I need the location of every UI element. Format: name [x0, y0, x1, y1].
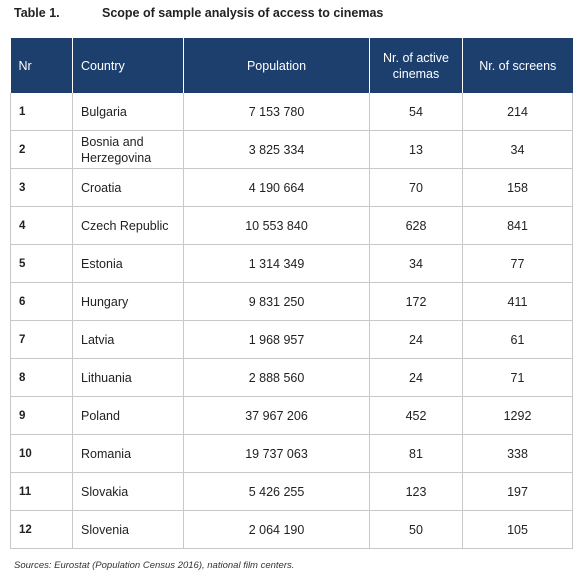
cell-population: 5 426 255	[183, 472, 370, 511]
cell-country: Estonia	[72, 244, 184, 283]
cell-cinemas: 628	[369, 206, 463, 245]
cell-population: 19 737 063	[183, 434, 370, 473]
cell-nr: 1	[10, 93, 73, 131]
cell-screens: 71	[462, 358, 573, 397]
table-row: 3 Croatia 4 190 664 70 158	[10, 168, 573, 207]
table-row: 12 Slovenia 2 064 190 50 105	[10, 510, 573, 549]
cell-population: 1 314 349	[183, 244, 370, 283]
cell-country: Croatia	[72, 168, 184, 207]
table-source-note: Sources: Eurostat (Population Census 201…	[14, 560, 295, 571]
cell-screens: 841	[462, 206, 573, 245]
table-row: 2 Bosnia and Herzegovina 3 825 334 13 34	[10, 130, 573, 169]
table-row: 6 Hungary 9 831 250 172 411	[10, 282, 573, 321]
cell-screens: 61	[462, 320, 573, 359]
cell-nr: 9	[10, 396, 73, 435]
cell-nr: 4	[10, 206, 73, 245]
cell-nr: 11	[10, 472, 73, 511]
cell-population: 2 888 560	[183, 358, 370, 397]
table-body: 1 Bulgaria 7 153 780 54 214 2 Bosnia and Herz…	[10, 93, 573, 549]
cell-country: Poland	[72, 396, 184, 435]
cell-country: Romania	[72, 434, 184, 473]
cell-country: Czech Republic	[72, 206, 184, 245]
cell-population: 1 968 957	[183, 320, 370, 359]
cell-nr: 3	[10, 168, 73, 207]
header-nr: Nr	[10, 38, 73, 93]
cell-cinemas: 54	[369, 93, 463, 131]
header-screens: Nr. of screens	[462, 38, 573, 93]
table-title: Scope of sample analysis of access to ci…	[102, 6, 384, 20]
cell-cinemas: 81	[369, 434, 463, 473]
cell-screens: 34	[462, 130, 573, 169]
cell-nr: 6	[10, 282, 73, 321]
cell-population: 3 825 334	[183, 130, 370, 169]
cell-nr: 5	[10, 244, 73, 283]
cell-nr: 10	[10, 434, 73, 473]
cell-country: Lithuania	[72, 358, 184, 397]
cell-cinemas: 123	[369, 472, 463, 511]
table-row: 1 Bulgaria 7 153 780 54 214	[10, 93, 573, 131]
cell-cinemas: 452	[369, 396, 463, 435]
cell-screens: 411	[462, 282, 573, 321]
cell-country: Bosnia and Herzegovina	[72, 130, 184, 169]
table-row: 9 Poland 37 967 206 452 1292	[10, 396, 573, 435]
table-row: 4 Czech Republic 10 553 840 628 841	[10, 206, 573, 245]
cell-country: Slovakia	[72, 472, 184, 511]
table-row: 10 Romania 19 737 063 81 338	[10, 434, 573, 473]
cell-screens: 158	[462, 168, 573, 207]
header-active-cinemas: Nr. of active cinemas	[369, 38, 463, 93]
cell-country: Latvia	[72, 320, 184, 359]
cell-population: 4 190 664	[183, 168, 370, 207]
cell-screens: 214	[462, 93, 573, 131]
header-row: Nr Country Population Nr. of active cine…	[10, 38, 573, 93]
cell-population: 2 064 190	[183, 510, 370, 549]
cell-cinemas: 24	[369, 320, 463, 359]
table-row: 8 Lithuania 2 888 560 24 71	[10, 358, 573, 397]
table-number: Table 1.	[14, 6, 60, 20]
cell-screens: 105	[462, 510, 573, 549]
cell-nr: 12	[10, 510, 73, 549]
cell-screens: 338	[462, 434, 573, 473]
cell-cinemas: 50	[369, 510, 463, 549]
cell-population: 10 553 840	[183, 206, 370, 245]
cell-country: Slovenia	[72, 510, 184, 549]
cell-cinemas: 172	[369, 282, 463, 321]
table-row: 7 Latvia 1 968 957 24 61	[10, 320, 573, 359]
cinema-access-table: Nr Country Population Nr. of active cine…	[10, 38, 573, 549]
table-header: Nr Country Population Nr. of active cine…	[10, 38, 573, 93]
cell-cinemas: 13	[369, 130, 463, 169]
cell-cinemas: 34	[369, 244, 463, 283]
cell-nr: 7	[10, 320, 73, 359]
header-population: Population	[183, 38, 370, 93]
cell-screens: 77	[462, 244, 573, 283]
cell-cinemas: 70	[369, 168, 463, 207]
cell-cinemas: 24	[369, 358, 463, 397]
cell-nr: 8	[10, 358, 73, 397]
cell-population: 9 831 250	[183, 282, 370, 321]
cell-country: Hungary	[72, 282, 184, 321]
cell-population: 7 153 780	[183, 93, 370, 131]
table-row: 5 Estonia 1 314 349 34 77	[10, 244, 573, 283]
table-caption: Table 1. Scope of sample analysis of acce…	[14, 6, 383, 20]
header-country: Country	[72, 38, 184, 93]
table-row: 11 Slovakia 5 426 255 123 197	[10, 472, 573, 511]
cell-nr: 2	[10, 130, 73, 169]
cell-screens: 197	[462, 472, 573, 511]
cell-population: 37 967 206	[183, 396, 370, 435]
cell-country: Bulgaria	[72, 93, 184, 131]
cell-screens: 1292	[462, 396, 573, 435]
